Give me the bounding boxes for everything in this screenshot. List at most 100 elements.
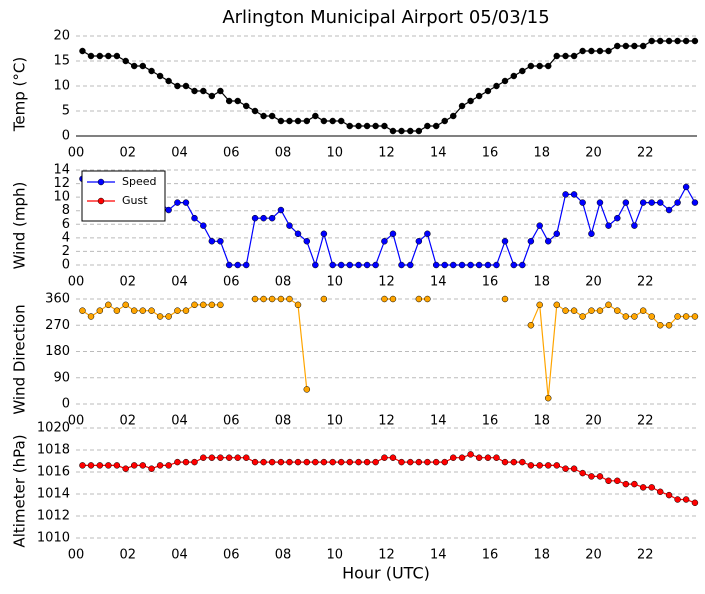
data-point (665, 491, 673, 499)
data-point (657, 199, 664, 206)
data-point (372, 122, 379, 130)
data-point (588, 47, 595, 55)
data-point (286, 458, 293, 466)
data-point (217, 87, 224, 95)
data-point (191, 214, 198, 222)
y-tick-label: 1010 (37, 531, 70, 546)
data-point (312, 261, 319, 269)
data-point (510, 261, 518, 269)
data-point (355, 458, 362, 466)
data-point (105, 52, 112, 60)
data-point (277, 117, 285, 125)
data-point (381, 295, 388, 303)
data-point (415, 127, 423, 135)
x-tick-label: 06 (223, 548, 240, 563)
x-tick-label: 10 (326, 275, 343, 290)
y-tick-label: 14 (53, 163, 70, 178)
data-point (691, 313, 699, 320)
x-tick-label: 22 (637, 146, 654, 161)
y-tick-label: 270 (45, 318, 70, 333)
data-point (96, 462, 104, 469)
data-point (536, 301, 543, 309)
data-point (510, 72, 518, 80)
data-point (527, 322, 535, 329)
y-tick-label: 10 (53, 190, 70, 205)
x-tick-label: 12 (378, 146, 395, 161)
data-point (415, 295, 423, 303)
data-point (605, 222, 612, 229)
data-point (691, 199, 699, 206)
data-point (536, 222, 543, 229)
y-tick-label: 15 (53, 54, 70, 69)
data-point (96, 52, 104, 60)
x-tick-label: 16 (482, 146, 499, 161)
data-point (130, 462, 138, 469)
data-point (424, 122, 431, 130)
data-point (225, 261, 233, 269)
data-point (243, 102, 250, 110)
y-tick-label: 6 (62, 217, 70, 232)
data-point (191, 458, 198, 466)
x-tick-label: 20 (585, 146, 602, 161)
data-point (165, 206, 172, 214)
data-point (294, 230, 302, 238)
legend-label: Gust (122, 194, 148, 207)
data-point (243, 454, 250, 461)
data-point (432, 122, 440, 130)
data-point (329, 458, 336, 466)
data-point (614, 307, 621, 314)
x-tick-label: 22 (637, 275, 654, 290)
data-point (200, 454, 207, 461)
data-point (337, 261, 345, 269)
data-point (286, 222, 293, 229)
x-tick-label: 06 (223, 275, 240, 290)
data-point (225, 97, 233, 105)
y-axis-label: Wind (mph) (11, 182, 29, 270)
data-point (381, 454, 388, 461)
data-point (475, 92, 483, 100)
x-tick-label: 02 (119, 548, 136, 563)
data-point (441, 261, 448, 269)
data-point (346, 261, 354, 269)
data-point (570, 52, 578, 60)
data-point (260, 112, 267, 120)
data-point (79, 462, 86, 469)
data-point (544, 62, 552, 70)
data-point (355, 261, 362, 269)
data-point (260, 295, 267, 303)
data-point (113, 307, 121, 314)
data-point (320, 230, 328, 238)
data-point (674, 37, 681, 45)
x-tick-label: 04 (171, 146, 188, 161)
data-point (234, 97, 241, 105)
data-point (527, 62, 535, 70)
data-point (562, 465, 569, 472)
data-point (122, 57, 129, 65)
data-point (648, 37, 655, 45)
data-point (570, 465, 578, 472)
data-point (381, 122, 388, 130)
y-axis-label: Wind Direction (11, 304, 29, 414)
legend-marker (97, 197, 105, 205)
data-point (527, 462, 535, 469)
data-point (277, 206, 285, 214)
data-point (579, 313, 586, 320)
x-tick-label: 20 (585, 275, 602, 290)
data-point (475, 454, 483, 461)
data-point (389, 230, 397, 238)
data-point (217, 454, 224, 461)
data-point (165, 313, 172, 320)
data-point (588, 473, 595, 480)
data-point (553, 52, 561, 60)
data-point (519, 458, 526, 466)
data-point (691, 37, 699, 45)
x-tick-label: 22 (637, 414, 654, 429)
data-point (450, 454, 457, 461)
x-tick-label: 18 (533, 548, 550, 563)
data-point (182, 458, 190, 466)
data-point (294, 458, 302, 466)
data-point (450, 112, 457, 120)
data-point (570, 307, 578, 314)
data-point (286, 295, 293, 303)
data-point (467, 261, 474, 269)
